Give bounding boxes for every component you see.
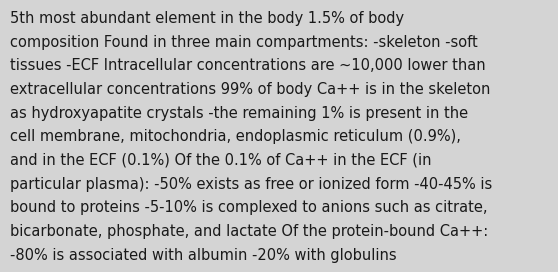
Text: bicarbonate, phosphate, and lactate Of the protein-bound Ca++:: bicarbonate, phosphate, and lactate Of t… <box>10 224 488 239</box>
Text: extracellular concentrations 99% of body Ca++ is in the skeleton: extracellular concentrations 99% of body… <box>10 82 490 97</box>
Text: cell membrane, mitochondria, endoplasmic reticulum (0.9%),: cell membrane, mitochondria, endoplasmic… <box>10 129 461 144</box>
Text: and in the ECF (0.1%) Of the 0.1% of Ca++ in the ECF (in: and in the ECF (0.1%) Of the 0.1% of Ca+… <box>10 153 431 168</box>
Text: bound to proteins -5-10% is complexed to anions such as citrate,: bound to proteins -5-10% is complexed to… <box>10 200 488 215</box>
Text: as hydroxyapatite crystals -the remaining 1% is present in the: as hydroxyapatite crystals -the remainin… <box>10 106 468 120</box>
Text: 5th most abundant element in the body 1.5% of body: 5th most abundant element in the body 1.… <box>10 11 404 26</box>
Text: particular plasma): -50% exists as free or ionized form -40-45% is: particular plasma): -50% exists as free … <box>10 177 492 191</box>
Text: composition Found in three main compartments: -skeleton -soft: composition Found in three main compartm… <box>10 35 478 50</box>
Text: tissues -ECF Intracellular concentrations are ~10,000 lower than: tissues -ECF Intracellular concentration… <box>10 58 485 73</box>
Text: -80% is associated with albumin -20% with globulins: -80% is associated with albumin -20% wit… <box>10 248 397 262</box>
